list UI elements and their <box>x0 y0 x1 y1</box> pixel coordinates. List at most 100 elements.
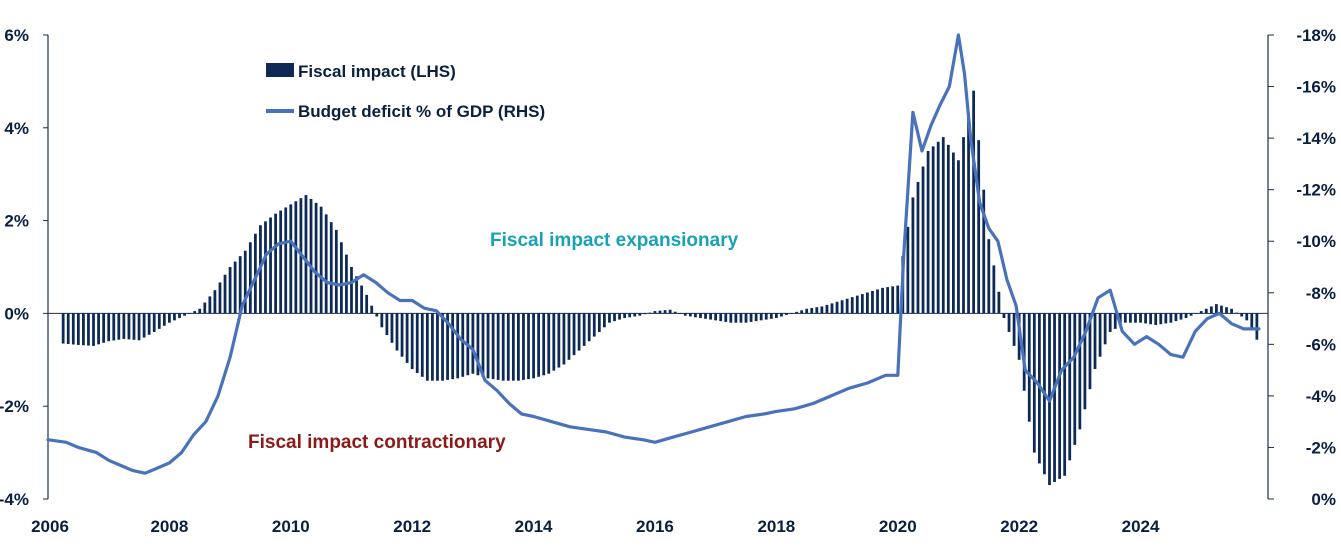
fiscal-impact-bar <box>107 313 111 342</box>
left-tick-label: 2% <box>4 212 29 231</box>
fiscal-impact-bar <box>1007 313 1011 332</box>
legend-bar-swatch <box>266 63 294 77</box>
fiscal-impact-bar <box>597 313 601 332</box>
fiscal-impact-bar <box>173 313 176 321</box>
fiscal-impact-bar <box>759 313 763 321</box>
fiscal-impact-bar <box>238 256 242 314</box>
fiscal-impact-bar <box>673 311 677 314</box>
fiscal-impact-bar <box>248 242 252 314</box>
fiscal-impact-bar <box>1073 313 1077 445</box>
fiscal-impact-bar <box>415 313 419 373</box>
fiscal-impact-bar <box>87 313 90 346</box>
fiscal-impact-bar <box>223 274 227 314</box>
fiscal-impact-bar <box>66 313 70 345</box>
fiscal-impact-bar <box>400 313 404 357</box>
fiscal-impact-bar <box>764 313 768 320</box>
fiscal-impact-bar <box>946 144 950 314</box>
line-series <box>46 33 1261 475</box>
fiscal-impact-bar <box>542 313 546 376</box>
fiscal-impact-bar <box>208 296 212 314</box>
fiscal-impact-bar <box>987 239 991 314</box>
fiscal-impact-bar <box>729 313 733 323</box>
fiscal-impact-bar <box>785 313 788 315</box>
fiscal-impact-bar <box>350 267 353 314</box>
left-tick-label: -4% <box>0 490 29 509</box>
x-tick-label: 2022 <box>1000 517 1038 536</box>
fiscal-impact-bar <box>866 292 869 314</box>
fiscal-impact-bar <box>977 140 981 314</box>
fiscal-impact-bar <box>638 313 642 316</box>
fiscal-impact-bar <box>1058 313 1061 479</box>
fiscal-impact-bar <box>982 189 986 314</box>
fiscal-impact-bar <box>1194 313 1198 314</box>
fiscal-impact-bar <box>957 160 960 314</box>
fiscal-impact-bar <box>1250 313 1254 331</box>
fiscal-impact-bar <box>769 313 773 319</box>
tick-labels: 6% 4% 2% 0% -2% -4% -18% -16% -14% -12% -10% -8% -6%… <box>0 26 1336 536</box>
fiscal-impact-bar <box>97 313 100 345</box>
x-tick-label: 2020 <box>879 517 917 536</box>
fiscal-impact-bar <box>714 313 718 321</box>
fiscal-impact-bar <box>871 290 874 314</box>
fiscal-impact-bar <box>931 146 935 314</box>
right-tick-label: -8% <box>1306 284 1336 303</box>
fiscal-impact-bar <box>461 313 465 377</box>
fiscal-impact-bar <box>618 313 621 320</box>
right-tick-label: -2% <box>1306 438 1336 457</box>
fiscal-impact-bar <box>395 313 399 351</box>
fiscal-impact-bar <box>410 313 414 370</box>
fiscal-impact-bar <box>663 310 667 314</box>
fiscal-impact-bar <box>309 198 313 314</box>
fiscal-impact-bar <box>1159 313 1163 325</box>
fiscal-impact-bar <box>122 313 126 339</box>
fiscal-impact-bar <box>314 202 318 314</box>
fiscal-impact-bar <box>431 313 434 381</box>
fiscal-impact-bar <box>582 313 586 346</box>
fiscal-impact-bar <box>835 301 839 314</box>
fiscal-impact-bar <box>744 313 748 323</box>
fiscal-impact-bar <box>552 313 556 371</box>
right-tick-label: -14% <box>1296 129 1336 148</box>
fiscal-impact-bar <box>602 313 606 328</box>
fiscal-impact-bar <box>532 313 535 379</box>
x-tick-label: 2008 <box>150 517 188 536</box>
fiscal-impact-bar <box>289 204 293 314</box>
annotation-contractionary: Fiscal impact contractionary <box>248 432 506 453</box>
right-tick-label: -6% <box>1306 335 1336 354</box>
fiscal-impact-bar <box>1144 313 1147 324</box>
fiscal-impact-bar <box>329 222 333 314</box>
fiscal-impact-bar <box>218 282 222 314</box>
fiscal-impact-bar <box>441 313 444 381</box>
x-tick-label: 2014 <box>515 517 553 536</box>
fiscal-impact-bar <box>365 294 369 314</box>
fiscal-impact-bar <box>71 313 75 345</box>
fiscal-impact-bar <box>1235 312 1239 314</box>
fiscal-impact-bar <box>694 313 697 318</box>
fiscal-impact-bar <box>152 313 156 332</box>
fiscal-impact-bar <box>61 313 65 344</box>
x-tick-label: 2016 <box>636 517 674 536</box>
fiscal-impact-bar <box>547 313 551 374</box>
fiscal-impact-bar <box>162 313 166 326</box>
fiscal-impact-bar <box>795 311 798 314</box>
fiscal-impact-bar <box>683 313 687 316</box>
fiscal-impact-bar <box>633 313 637 317</box>
fiscal-impact-bar <box>456 313 460 379</box>
fiscal-impact-bar <box>527 313 530 380</box>
budget-deficit-line <box>46 33 1261 475</box>
fiscal-impact-bar <box>1012 313 1016 346</box>
fiscal-impact-bar <box>739 313 743 323</box>
fiscal-impact-bar <box>183 313 186 316</box>
fiscal-impact-bar <box>1230 308 1233 314</box>
fiscal-impact-bar <box>653 311 657 314</box>
fiscal-impact-bar <box>203 302 207 314</box>
fiscal-impact-bar <box>1027 313 1031 422</box>
fiscal-impact-bar <box>1139 313 1142 323</box>
fiscal-impact-bar <box>881 287 884 314</box>
fiscal-impact-bar <box>269 217 272 314</box>
fiscal-impact-bar <box>592 313 596 337</box>
fiscal-impact-bar <box>436 313 439 381</box>
fiscal-impact-bar <box>339 242 343 314</box>
fiscal-impact-bar <box>1083 313 1087 410</box>
fiscal-impact-bar <box>274 213 277 314</box>
